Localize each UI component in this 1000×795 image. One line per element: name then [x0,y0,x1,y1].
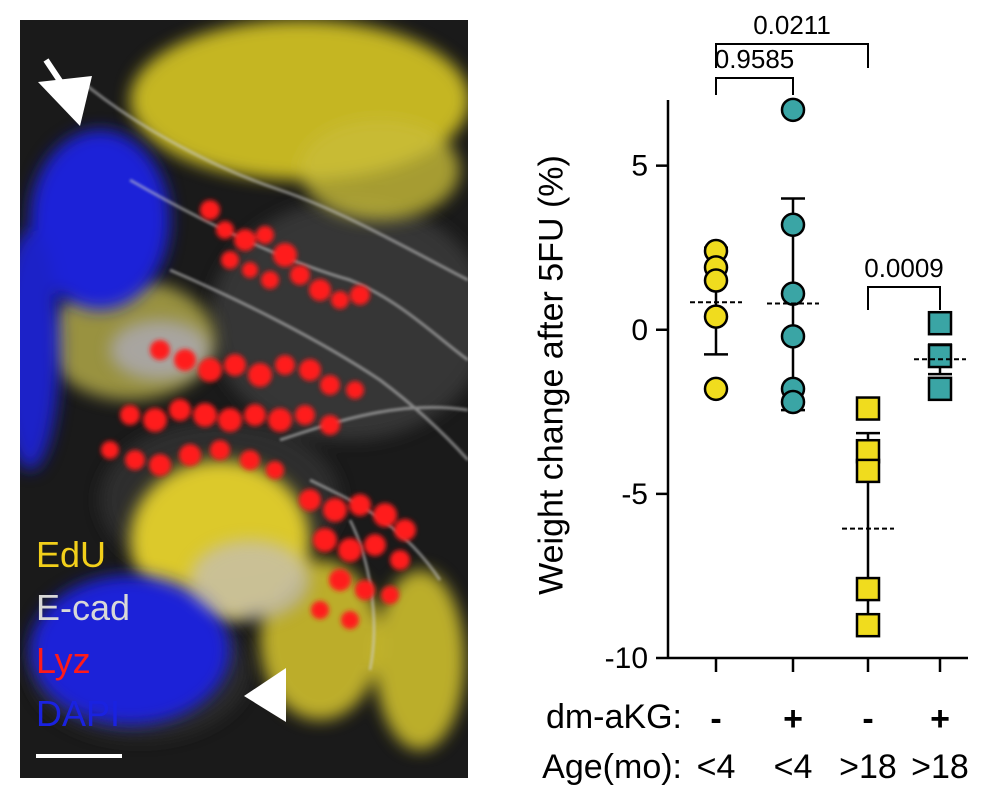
data-point [927,376,953,402]
significance-bracket [715,77,794,95]
y-tick-label: 0 [631,314,648,347]
data-point [780,281,806,306]
age-label: <4 [697,748,736,786]
treatment-label: + [930,700,950,738]
y-tick-label: -5 [621,478,648,511]
treatment-label: - [862,700,873,738]
treatment-row-label: dm-aKG: [546,698,682,736]
data-point [703,376,729,402]
microscopy-image [20,20,468,778]
data-point [780,389,806,415]
channel-label-lyz: Lyz [36,640,91,681]
p-value-label: 0.0009 [864,253,944,283]
data-point [780,97,806,123]
channel-label-ecad: E-cad [36,587,131,628]
significance-bracket [867,286,941,310]
data-point [703,304,729,329]
scale-bar [36,754,122,758]
treatment-label: - [710,700,721,738]
data-point [780,324,806,349]
data-point [927,310,953,336]
data-point [855,458,881,484]
channel-label-edu: EdU [36,534,107,575]
data-point [855,612,881,638]
data-point [780,212,806,237]
y-tick-label: 5 [631,150,648,183]
data-point [927,343,953,369]
age-row-label: Age(mo): [542,748,682,786]
age-label: >18 [839,748,897,786]
p-value-label: 0.9585 [715,44,795,74]
arrowhead-marker [244,668,286,722]
age-label: >18 [911,748,969,786]
p-value-label: 0.0211 [753,10,831,40]
data-point [703,268,729,293]
arrow-marker [38,58,92,126]
age-label: <4 [774,748,813,786]
data-point [855,576,881,602]
y-tick-label: -10 [605,642,648,675]
channel-label-dapi: DAPI [36,693,121,734]
y-axis-label: Weight change after 5FU (%) [532,155,571,595]
significance-bracket [715,43,869,68]
data-point [855,396,881,421]
treatment-label: + [783,700,803,738]
